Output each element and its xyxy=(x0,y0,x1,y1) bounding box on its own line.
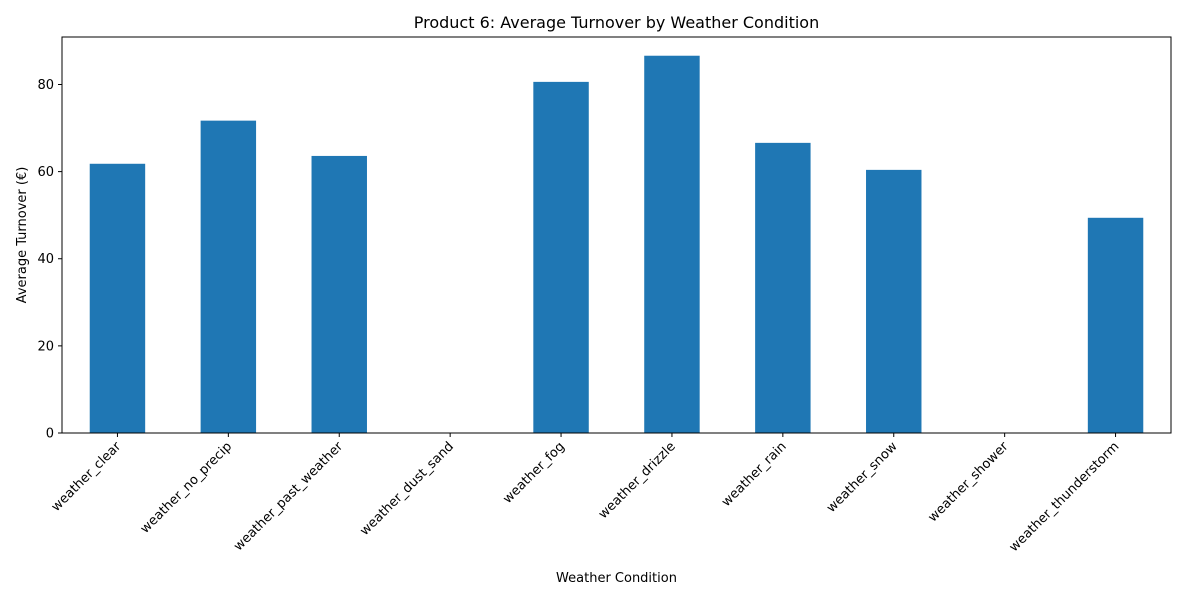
bar-weather_rain xyxy=(755,142,811,433)
x-tick-label: weather_dust_sand xyxy=(357,439,457,539)
y-tick-label: 20 xyxy=(37,339,54,354)
bar-weather_snow xyxy=(866,169,922,434)
x-tick-label: weather_past_weather xyxy=(231,439,346,554)
y-tick-label: 0 xyxy=(46,427,54,442)
bar-weather_drizzle xyxy=(644,55,700,434)
x-axis: weather_clear weather_no_precipweather_pa… xyxy=(49,433,1123,555)
x-axis-label: Weather Condition xyxy=(556,571,677,586)
x-tick-label: weather_no_precip xyxy=(138,439,235,536)
bar-weather_past_weather xyxy=(311,155,367,433)
y-tick-label: 40 xyxy=(37,252,54,267)
bar-weather_clear xyxy=(89,163,146,433)
x-tick-label: weather_clear xyxy=(49,439,125,515)
bar-weather_thunderstorm xyxy=(1087,217,1144,433)
x-tick-label: weather_snow xyxy=(824,439,901,516)
x-tick-label: weather_fog xyxy=(500,439,568,507)
y-axis: 0 20 40 60 80 xyxy=(37,78,62,442)
chart-title: Product 6: Average Turnover by Weather C… xyxy=(414,13,819,32)
x-tick-label: weather_thunderstorm xyxy=(1007,439,1123,555)
x-tick-label: weather_shower xyxy=(925,439,1012,526)
bars-group xyxy=(89,55,1144,434)
bar-weather_no_precip xyxy=(200,120,257,434)
y-tick-label: 80 xyxy=(37,78,54,93)
y-axis-label: Average Turnover (€) xyxy=(15,167,30,304)
plot-area-frame xyxy=(61,36,1172,434)
bar-weather_fog xyxy=(533,81,589,434)
x-tick-label: weather_drizzle xyxy=(596,439,679,522)
x-tick-label: weather_rain xyxy=(719,439,790,510)
y-tick-label: 60 xyxy=(37,165,54,180)
